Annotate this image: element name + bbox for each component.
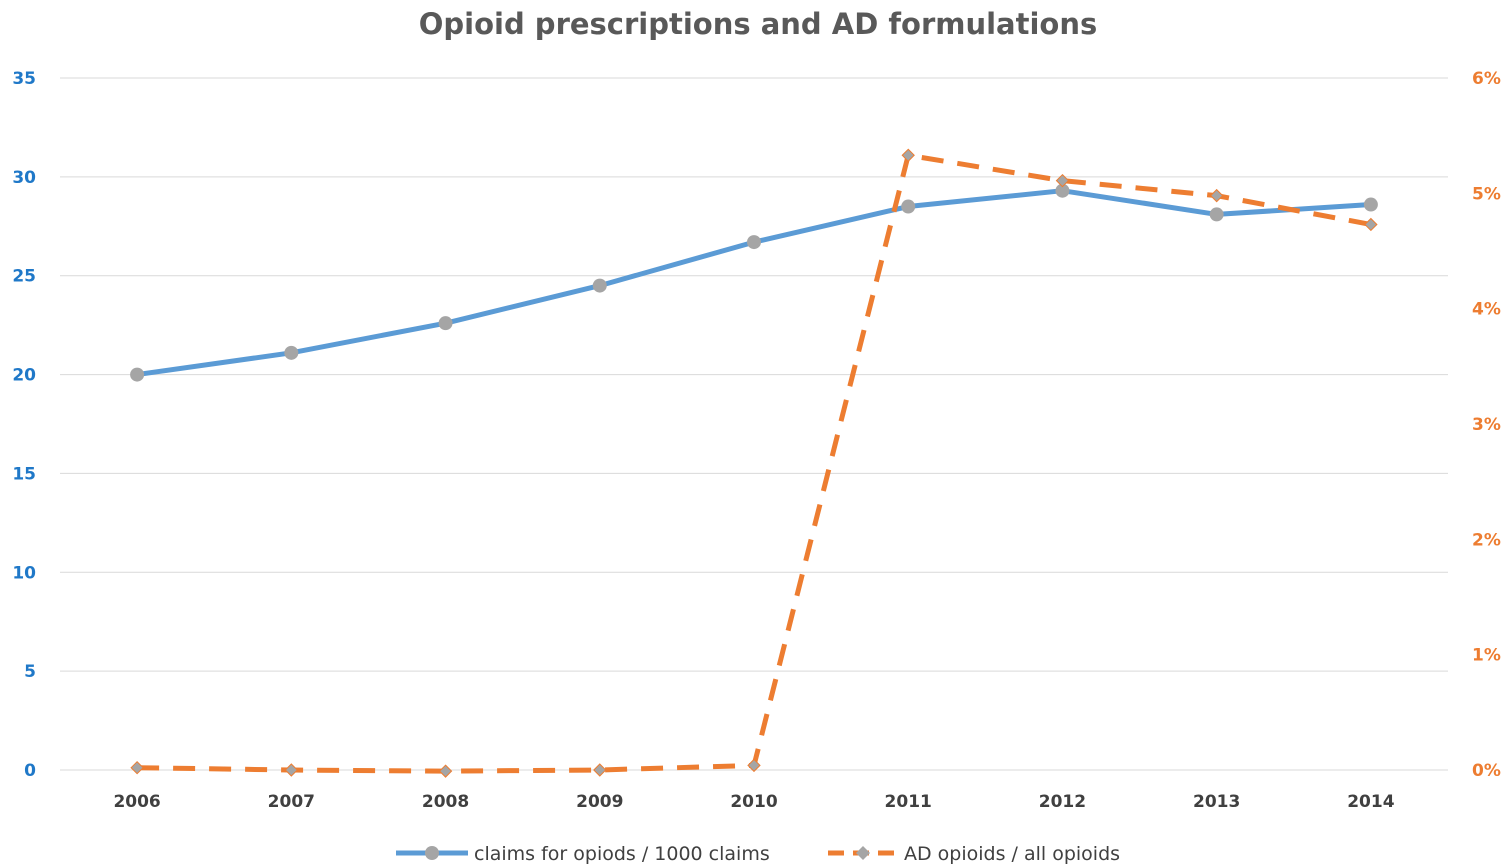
- series-0-point: [901, 199, 916, 214]
- right-tick-label: 3%: [1472, 415, 1501, 435]
- series-1-point: [1209, 188, 1224, 203]
- x-tick-label: 2014: [1347, 792, 1394, 812]
- left-tick-label: 0: [24, 761, 36, 781]
- legend-item-claims: claims for opiods / 1000 claims: [396, 843, 770, 865]
- series-0-point: [1055, 183, 1070, 198]
- series-1-point: [593, 763, 607, 777]
- legend-label-ad: AD opioids / all opioids: [904, 843, 1120, 865]
- legend-item-ad: AD opioids / all opioids: [828, 843, 1120, 865]
- right-tick-label: 5%: [1472, 184, 1501, 204]
- right-axis-ticks: 0% 1% 2% 3% 4% 5% 6%: [1472, 69, 1501, 781]
- x-tick-label: 2007: [268, 792, 315, 812]
- series-0-point: [592, 278, 607, 293]
- x-tick-label: 2008: [422, 792, 469, 812]
- legend-marker-diamond: [856, 846, 870, 860]
- right-tick-label: 0%: [1472, 761, 1501, 781]
- series-1-point: [747, 758, 761, 773]
- left-tick-label: 5: [24, 662, 36, 682]
- x-tick-label: 2013: [1193, 792, 1240, 812]
- x-tick-label: 2010: [730, 792, 777, 812]
- series-layer: [130, 148, 1378, 778]
- left-tick-label: 20: [12, 366, 36, 386]
- left-tick-label: 35: [12, 69, 36, 89]
- legend: claims for opiods / 1000 claims AD opioi…: [396, 843, 1120, 865]
- gridlines: [60, 77, 1448, 771]
- left-tick-label: 15: [12, 464, 36, 484]
- x-axis-ticks: 2006 2007 2008 2009 2010 2011 2012 2013 2014: [113, 792, 1394, 812]
- series-0-point: [130, 367, 145, 382]
- legend-label-claims: claims for opiods / 1000 claims: [474, 843, 770, 865]
- x-tick-label: 2009: [576, 792, 623, 812]
- series-1-point: [284, 763, 299, 777]
- series-line-0: [136, 188, 1372, 378]
- series-0-point: [1363, 197, 1378, 212]
- right-tick-label: 1%: [1472, 646, 1501, 666]
- left-tick-label: 10: [12, 563, 36, 583]
- series-1-point: [1055, 173, 1070, 188]
- right-tick-label: 4%: [1472, 300, 1501, 320]
- x-tick-label: 2011: [885, 792, 932, 812]
- series-1-point: [130, 760, 144, 775]
- series-0-point: [284, 345, 299, 360]
- series-0-point: [747, 235, 761, 250]
- left-tick-label: 30: [12, 168, 36, 188]
- series-1-point: [901, 148, 915, 162]
- x-tick-label: 2006: [113, 792, 160, 812]
- series-1-point: [438, 764, 453, 778]
- right-tick-label: 2%: [1472, 530, 1501, 550]
- series-0-point: [1209, 207, 1224, 222]
- series-1-point: [1364, 217, 1378, 232]
- right-tick-label: 6%: [1472, 69, 1501, 89]
- left-tick-label: 25: [12, 267, 36, 287]
- chart-title: Opioid prescriptions and AD formulations: [419, 7, 1098, 41]
- left-axis-ticks: 0 5 10 15 20 25 30 35: [12, 69, 36, 781]
- series-0-point: [438, 316, 453, 331]
- legend-marker-circle: [425, 846, 439, 860]
- x-tick-label: 2012: [1039, 792, 1086, 812]
